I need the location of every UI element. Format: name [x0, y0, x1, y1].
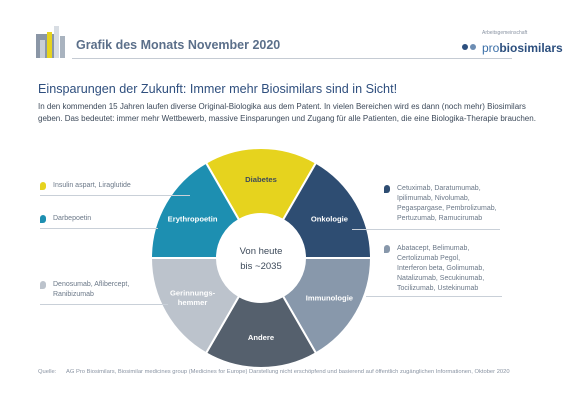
gerinnung-bullet-icon — [40, 281, 46, 289]
callout-gerinnung-line-1: Denosumab, Aflibercept, — [53, 281, 130, 288]
callout-immunologie-line-5: Tocilizumab, Ustekinumab — [397, 285, 479, 292]
source-label: Quelle: — [38, 369, 57, 375]
page-header-title: Grafik des Monats November 2020 — [76, 38, 281, 52]
chart-logo-icon — [36, 26, 65, 58]
wheel-label-onkologie: Onkologie — [311, 215, 348, 224]
wheel-label-gerinnungs: Gerinnungs-hemmer — [170, 289, 216, 308]
callout-gerinnung-line — [40, 304, 168, 305]
callout-onkologie-line-1: Cetuximab, Daratumumab, — [397, 185, 481, 192]
therapy-area-wheel: Diabetes Onkologie Immunologie Andere Gerinn… — [150, 147, 372, 369]
wheel-center-line-2: bis ~2035 — [240, 261, 281, 272]
brand-tagline: Arbeitsgemeinschaft — [482, 30, 528, 36]
diabetes-bullet-icon — [40, 182, 46, 190]
header-divider — [72, 58, 512, 59]
callout-immunologie-line-1: Abatacept, Belimumab, — [397, 245, 470, 252]
callout-immunologie-text: Abatacept, Belimumab, Certolizumab Pegol… — [397, 244, 484, 294]
callout-gerinnung-line-2: Ranibizumab — [53, 291, 94, 298]
onkologie-bullet-icon — [384, 185, 390, 193]
callout-erythropoetin: Darbepoetin — [40, 214, 180, 226]
callout-diabetes-line — [40, 195, 190, 196]
wheel-segment-gerinnungs — [150, 257, 241, 355]
callout-immunologie-line — [366, 296, 502, 297]
brand-name-pro: pro — [482, 41, 500, 55]
callout-immunologie-line-4: Natalizumab, Secukinumab, — [397, 275, 485, 282]
callout-onkologie-line — [352, 229, 500, 230]
callout-immunologie-line-3: Interferon beta, Golimumab, — [397, 265, 485, 272]
callout-gerinnung: Denosumab, Aflibercept, Ranibizumab — [40, 280, 180, 302]
wheel-segment-onkologie — [281, 161, 372, 259]
wheel-label-andere: Andere — [248, 333, 274, 342]
wheel-segment-diabetes — [204, 147, 318, 222]
callout-immunologie-line-2: Certolizumab Pegol, — [397, 255, 461, 262]
wheel-label-diabetes: Diabetes — [245, 175, 277, 184]
callout-onkologie-text: Cetuximab, Daratumumab, Ipilimumab, Nivo… — [397, 184, 497, 224]
brand-name-main: biosimilars — [499, 41, 563, 55]
wheel-label-immunologie: Immunologie — [306, 294, 353, 303]
wheel-segment-erythropoetin — [150, 161, 241, 259]
source-text: AG Pro Biosimilars, Biosimilar medicines… — [66, 369, 510, 375]
wheel-label-erythropoetin: Erythropoetin — [168, 215, 218, 224]
callout-onkologie-line-4: Pertuzumab, Ramucirumab — [397, 215, 483, 222]
page-headline: Einsparungen der Zukunft: Immer mehr Bio… — [38, 82, 398, 96]
brand-dots-icon — [462, 37, 478, 55]
wheel-segment-immunologie — [281, 257, 372, 355]
brand-logo: Arbeitsgemeinschaft probiosimilars — [462, 30, 572, 60]
callout-gerinnung-text: Denosumab, Aflibercept, Ranibizumab — [53, 280, 129, 300]
wheel-center — [218, 215, 304, 301]
callout-erythropoetin-text: Darbepoetin — [53, 215, 92, 222]
callout-diabetes: Insulin aspart, Liraglutide — [40, 181, 180, 193]
immunologie-bullet-icon — [384, 245, 390, 253]
erythropoetin-bullet-icon — [40, 215, 46, 223]
brand-name: probiosimilars — [482, 41, 563, 55]
callout-onkologie: Cetuximab, Daratumumab, Ipilimumab, Nivo… — [384, 184, 544, 228]
callout-immunologie: Abatacept, Belimumab, Certolizumab Pegol… — [384, 244, 544, 298]
wheel-center-line-1: Von heute — [240, 246, 283, 257]
lead-paragraph: In den kommenden 15 Jahren laufen divers… — [38, 102, 536, 124]
callout-diabetes-text: Insulin aspart, Liraglutide — [53, 182, 131, 189]
wheel-segment-andere — [204, 294, 318, 369]
callout-erythropoetin-line — [40, 228, 158, 229]
callout-onkologie-line-3: Pegaspargase, Pembrolizumab, — [397, 205, 497, 212]
callout-onkologie-line-2: Ipilimumab, Nivolumab, — [397, 195, 470, 202]
